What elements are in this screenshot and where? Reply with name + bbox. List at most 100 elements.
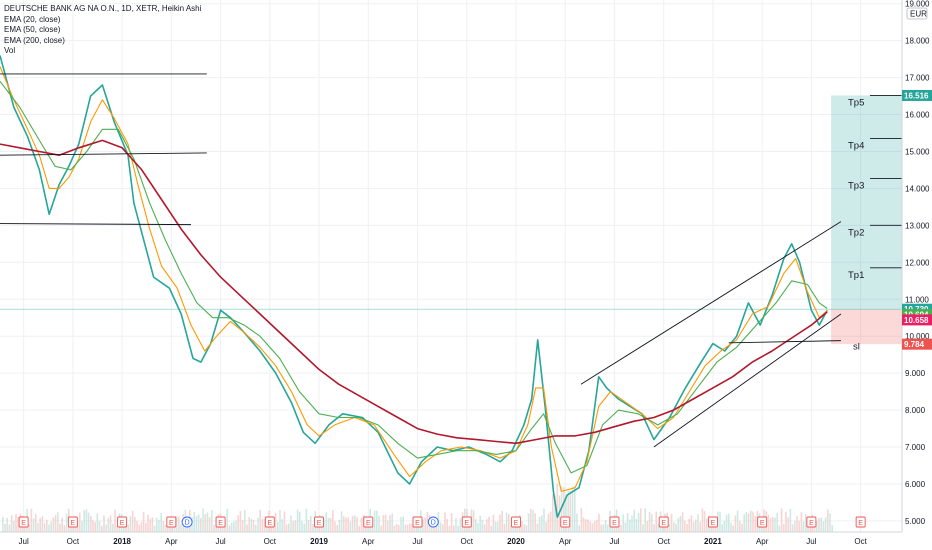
volume-bar — [413, 524, 415, 532]
volume-bar — [668, 523, 671, 532]
volume-bar — [255, 524, 257, 532]
volume-bar — [719, 511, 721, 532]
volume-bar — [358, 525, 360, 532]
volume-bar — [400, 517, 402, 532]
y-tick-label: 14.000 — [905, 184, 930, 193]
volume-bar — [61, 517, 63, 532]
y-tick-label: 9.000 — [905, 369, 926, 378]
volume-bar — [87, 512, 90, 532]
x-tick-label: Apr — [559, 537, 572, 546]
volume-bar — [138, 524, 140, 532]
volume-bar — [8, 524, 11, 532]
x-tick-label: Oct — [854, 537, 867, 546]
dividend-letter: D — [431, 520, 436, 527]
volume-bar — [259, 509, 261, 532]
volume-bar — [481, 519, 484, 532]
x-tick-label: 2020 — [507, 537, 525, 546]
earnings-letter: E — [711, 520, 716, 527]
volume-bar — [39, 517, 41, 532]
volume-bar — [365, 524, 367, 532]
volume-bar — [131, 510, 134, 532]
y-tick-label: 8.000 — [905, 406, 926, 415]
volume-bar — [376, 510, 378, 532]
dividend-marker — [181, 516, 193, 528]
volume-bar — [816, 521, 818, 532]
volume-bar — [494, 521, 497, 532]
volume-bar — [501, 510, 503, 532]
trendline — [580, 221, 842, 385]
volume-bar — [622, 514, 624, 532]
volume-bar — [453, 525, 455, 532]
volume-bar — [52, 517, 55, 532]
earnings-marker — [560, 516, 571, 528]
volume-bar — [750, 510, 752, 532]
volume-bar — [142, 511, 145, 532]
target-label: Tp2 — [848, 227, 864, 238]
volume-bar — [387, 520, 389, 532]
volume-bar — [356, 517, 358, 532]
volume-bar — [285, 524, 288, 532]
volume-bar — [338, 519, 341, 532]
volume-bar — [226, 508, 228, 532]
earnings-letter: E — [760, 520, 765, 527]
volume-bar — [235, 520, 237, 532]
volume-bar — [523, 524, 525, 532]
stop-loss-label: sl — [853, 342, 860, 353]
volume-bar — [772, 517, 774, 532]
legend-ema200[interactable]: EMA (200, close) — [4, 35, 65, 45]
legend-ema20[interactable]: EMA (20, close) — [4, 14, 61, 24]
series-ema200 — [0, 139, 828, 445]
volume-bar — [164, 524, 167, 532]
volume-bar — [228, 525, 231, 532]
volume-bar — [248, 517, 250, 532]
earnings-marker — [707, 516, 718, 528]
volume-bar — [820, 517, 822, 532]
volume-bar — [41, 516, 44, 532]
volume-bar — [785, 511, 787, 532]
volume-bar — [585, 519, 587, 532]
volume-bar — [237, 515, 239, 532]
volume-bar — [103, 515, 105, 532]
volume-bar — [448, 525, 451, 532]
earnings-letter: E — [514, 520, 519, 527]
volume-bar — [670, 513, 673, 532]
volume-bar — [274, 512, 277, 532]
legend-volume[interactable]: Vol — [4, 46, 16, 55]
volume-bar — [424, 517, 426, 532]
volume-bar — [175, 516, 178, 532]
earnings-marker — [511, 516, 521, 528]
volume-bar — [728, 513, 730, 532]
volume-bar — [692, 521, 695, 532]
volume-bar — [277, 521, 279, 532]
volume-bar — [373, 510, 376, 532]
earnings-letter: E — [858, 520, 863, 527]
symbol-title: DEUTSCHE BANK AG NA O.N., 1D, XETR, Heik… — [4, 4, 202, 13]
risk-reward-box — [0, 95, 902, 345]
volume-bar — [536, 523, 539, 532]
volume-bar — [301, 521, 303, 532]
volume-bar — [734, 515, 737, 532]
legend-ema50[interactable]: EMA (50, close) — [4, 25, 61, 34]
volume-bar — [582, 517, 585, 532]
volume-bar — [371, 522, 374, 532]
volume-bar — [197, 514, 200, 532]
volume-bar — [307, 519, 310, 532]
volume-bar — [323, 519, 325, 532]
volume-bar — [208, 516, 211, 532]
volume-bar — [384, 514, 387, 532]
earnings-marker — [658, 516, 669, 528]
volume-bar — [83, 510, 85, 532]
volume-bar — [629, 519, 631, 532]
volume-bar — [686, 523, 688, 532]
volume-bar — [299, 511, 301, 532]
volume-bar — [32, 518, 35, 532]
volume-bar — [433, 524, 435, 532]
earnings-letter: E — [661, 520, 666, 527]
earnings-letter: E — [21, 520, 26, 527]
volume-bar — [334, 521, 336, 532]
volume-bar — [514, 525, 517, 532]
volume-bar — [290, 515, 292, 532]
volume-bar — [578, 525, 580, 532]
volume-bar — [325, 512, 327, 532]
